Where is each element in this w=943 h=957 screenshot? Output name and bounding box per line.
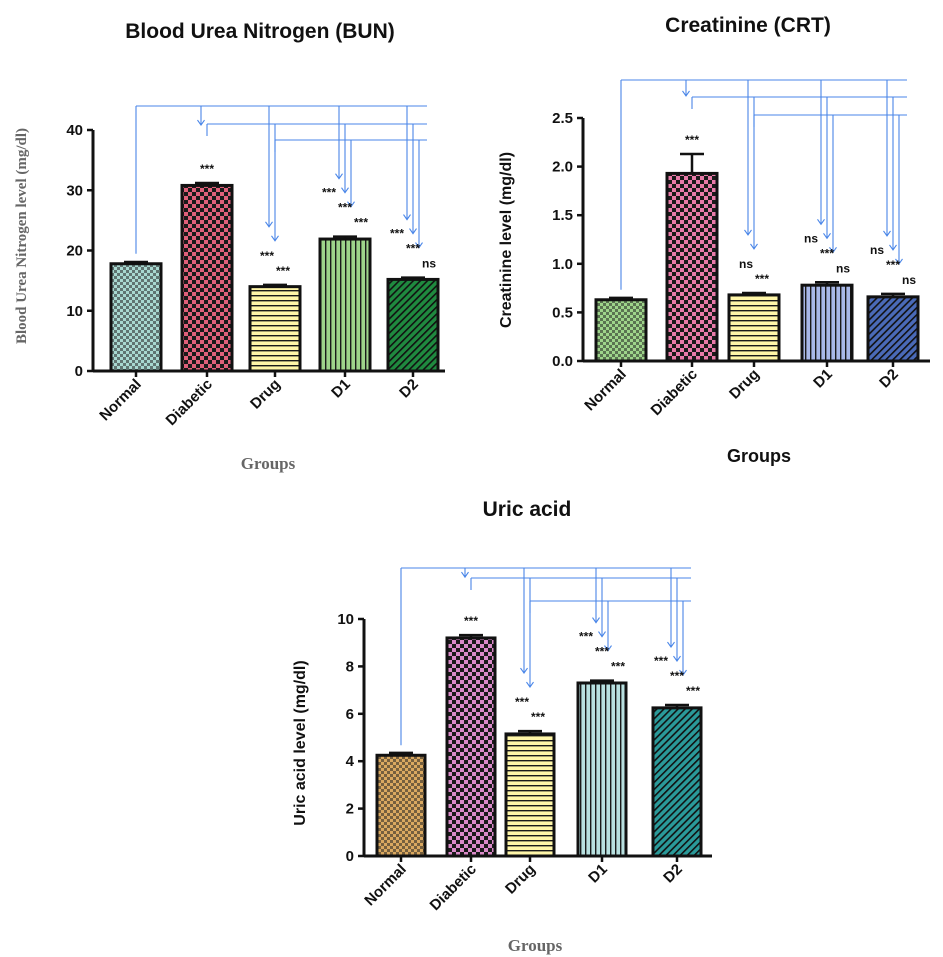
- bar: [665, 171, 719, 363]
- x-tick-label: D1: [810, 366, 836, 392]
- x-tick-label: D2: [396, 376, 422, 402]
- y-tick-label: 4: [346, 753, 355, 770]
- comparison-bracket: [691, 96, 907, 251]
- chart-title: Creatinine (CRT): [665, 14, 831, 37]
- significance-label: ***: [670, 669, 684, 683]
- y-axis-label: Blood Urea Nitrogen level (mg/dl): [14, 128, 30, 344]
- bar: [109, 262, 163, 373]
- x-axis-label: Groups: [241, 454, 296, 473]
- significance-label: ***: [260, 249, 274, 263]
- bar: [504, 732, 556, 858]
- x-tick-label: D2: [876, 366, 902, 392]
- significance-label: ***: [515, 695, 529, 709]
- y-tick-label: 0: [75, 363, 83, 380]
- significance-label: ***: [755, 272, 769, 286]
- y-tick-label: 10: [337, 611, 354, 628]
- y-axis-label: Uric acid level (mg/dl): [292, 660, 309, 825]
- comparison-bracket: [529, 600, 691, 676]
- y-tick-label: 20: [66, 243, 83, 260]
- x-tick-label: Drug: [726, 366, 763, 403]
- comparison-bracket: [274, 139, 427, 249]
- x-tick-label: Normal: [96, 376, 145, 425]
- significance-label: ***: [531, 710, 545, 724]
- x-axis-label: Groups: [727, 446, 791, 466]
- bar: [800, 283, 854, 363]
- bar: [248, 285, 302, 373]
- significance-label: ***: [685, 133, 699, 147]
- significance-label: ns: [804, 231, 818, 245]
- x-tick-label: D1: [585, 861, 611, 887]
- x-tick-label: D1: [328, 376, 354, 402]
- x-tick-label: Normal: [361, 861, 410, 910]
- significance-label: ***: [820, 246, 834, 260]
- bar: [594, 298, 648, 363]
- y-tick-label: 30: [66, 182, 83, 199]
- comparison-bracket: [620, 79, 907, 290]
- bar: [180, 183, 234, 373]
- bar: [386, 277, 440, 373]
- x-axis-label: Groups: [508, 936, 563, 955]
- y-axis-label: Creatinine level (mg/dl): [498, 152, 515, 328]
- x-tick-label: Diabetic: [648, 366, 701, 419]
- chart-bun: Blood Urea Nitrogen (BUN) Blood Urea Nit…: [14, 20, 445, 473]
- x-tick-label: D2: [660, 861, 686, 887]
- comparison-bracket: [135, 105, 427, 254]
- x-tick-label: Drug: [502, 861, 539, 898]
- bar: [651, 706, 703, 858]
- x-tick-label: Diabetic: [163, 376, 216, 429]
- significance-label: ***: [464, 614, 478, 628]
- bar: [375, 753, 427, 858]
- bar: [727, 293, 781, 363]
- y-tick-label: 2.0: [552, 159, 573, 176]
- y-tick-label: 10: [66, 303, 83, 320]
- y-tick-label: 0: [346, 848, 354, 865]
- significance-label: ***: [200, 162, 214, 176]
- significance-label: ***: [390, 227, 404, 241]
- comparison-bracket: [206, 123, 427, 242]
- chart-title: Uric acid: [483, 498, 572, 521]
- significance-label: ns: [739, 257, 753, 271]
- significance-label: ***: [595, 645, 609, 659]
- significance-label: ***: [686, 684, 700, 698]
- y-tick-label: 8: [346, 658, 354, 675]
- significance-label: ***: [354, 216, 368, 230]
- bar: [576, 681, 628, 858]
- comparison-bracket: [470, 577, 691, 689]
- x-tick-label: Diabetic: [427, 861, 480, 914]
- chart-creatinine: Creatinine (CRT) Creatinine level (mg/dl…: [498, 14, 930, 466]
- significance-label: ns: [870, 243, 884, 257]
- x-tick-label: Drug: [247, 376, 284, 413]
- y-tick-label: 1.0: [552, 256, 573, 273]
- y-tick-label: 0.0: [552, 353, 573, 370]
- comparison-bracket: [400, 567, 691, 746]
- significance-label: ***: [338, 201, 352, 215]
- chart-title: Blood Urea Nitrogen (BUN): [125, 20, 395, 43]
- bar: [445, 636, 497, 858]
- x-tick-label: Normal: [581, 366, 630, 415]
- significance-label: ***: [322, 186, 336, 200]
- plot-area: 0.0 0.5 1.0 1.5 2.0 2.5 Normal Diabetic Drug D1 D2…: [552, 79, 930, 419]
- y-tick-label: 2.5: [552, 110, 573, 127]
- comparison-bracket: [753, 114, 907, 265]
- significance-label: ns: [836, 261, 850, 275]
- chart-uric-acid: Uric acid Uric acid level (mg/dl) Groups…: [292, 498, 712, 955]
- significance-label: ns: [902, 273, 916, 287]
- bar: [866, 295, 920, 363]
- significance-label: ***: [276, 264, 290, 278]
- y-tick-label: 2: [346, 801, 354, 818]
- significance-label: ns: [422, 257, 436, 271]
- y-tick-label: 40: [66, 122, 83, 139]
- significance-label: ***: [579, 630, 593, 644]
- y-tick-label: 6: [346, 706, 354, 723]
- significance-label: ***: [406, 242, 420, 256]
- significance-label: ***: [654, 654, 668, 668]
- y-tick-label: 1.5: [552, 207, 573, 224]
- y-tick-label: 0.5: [552, 304, 573, 321]
- significance-label: ***: [886, 258, 900, 272]
- bar: [318, 237, 372, 373]
- significance-label: ***: [611, 660, 625, 674]
